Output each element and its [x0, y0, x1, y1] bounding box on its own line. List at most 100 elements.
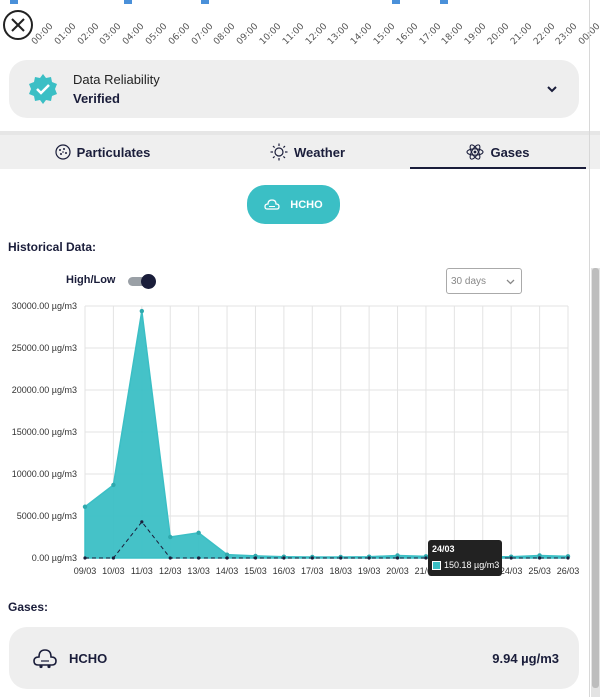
y-tick-label: 25000.00 µg/m3 [12, 343, 77, 353]
x-tick-label: 15/03 [244, 566, 267, 576]
pollutant-pill-hcho[interactable]: HCHO [247, 185, 340, 224]
hour-label: 02:00 [75, 21, 102, 48]
timeline-marker [392, 0, 400, 4]
section-divider [0, 131, 600, 135]
hour-label: 07:00 [189, 21, 216, 48]
sun-icon [270, 143, 288, 161]
hour-label: 23:00 [554, 21, 580, 48]
hour-label: 10:00 [258, 21, 284, 48]
hour-label: 15:00 [372, 21, 398, 48]
data-point-high [196, 530, 201, 535]
hour-label: 00:00 [30, 21, 56, 48]
high-low-toggle[interactable] [128, 274, 156, 289]
close-button[interactable] [3, 10, 33, 40]
gas-cloud-icon [264, 198, 280, 210]
gas-name: HCHO [69, 650, 108, 666]
data-point-high [111, 482, 116, 488]
y-tick-label: 15000.00 µg/m3 [12, 427, 77, 437]
gas-value: 9.94 µg/m3 [492, 650, 559, 666]
hour-label: 22:00 [531, 21, 558, 48]
hour-label: 12:00 [303, 21, 330, 48]
x-tick-label: 17/03 [301, 566, 324, 576]
hour-timeline: 00:00 01:00 02:00 03:00 04:00 05:00 06:00 07:00… [0, 0, 600, 52]
data-point-high [395, 553, 400, 558]
y-tick-label: 20000.00 µg/m3 [12, 385, 77, 395]
hour-label: 03:00 [98, 21, 124, 48]
reliability-value: Verified [73, 91, 120, 106]
hour-label: 04:00 [121, 21, 147, 48]
hour-label: 08:00 [212, 21, 238, 48]
x-tick-label: 10/03 [102, 566, 125, 576]
hour-label: 06:00 [166, 21, 193, 48]
tab-label: Weather [293, 144, 346, 160]
reliability-label: Data Reliability [73, 72, 160, 87]
data-point-high [168, 534, 173, 540]
data-point-low [253, 556, 258, 560]
data-point-low [339, 556, 343, 560]
scrollbar[interactable] [591, 268, 600, 697]
hour-label: 05:00 [144, 21, 170, 48]
y-tick-label: 30000.00 µg/m3 [12, 301, 77, 311]
data-reliability-card[interactable]: Data Reliability Verified [9, 60, 579, 118]
timeline-marker [440, 0, 448, 4]
tab-gases[interactable]: Gases [410, 135, 586, 169]
range-select-value: 30 days [451, 275, 487, 287]
chevron-down-icon[interactable] [545, 82, 559, 96]
data-point-low [225, 556, 229, 560]
particulates-icon [55, 144, 71, 160]
hour-label: 14:00 [349, 21, 375, 48]
x-tick-label: 11/03 [131, 566, 153, 576]
time-range-select[interactable]: 30 days [446, 268, 522, 294]
hour-label: 17:00 [417, 21, 444, 48]
data-point-high [537, 553, 542, 558]
x-tick-label: 13/03 [187, 566, 210, 576]
x-tick-label: 16/03 [273, 566, 296, 576]
historical-data-title: Historical Data: [8, 240, 97, 254]
hour-label: 20:00 [486, 21, 512, 48]
x-tick-label: 09/03 [74, 566, 97, 576]
high-low-label: High/Low [66, 274, 116, 286]
y-tick-label: 5000.00 µg/m3 [17, 511, 77, 521]
x-tick-label: 24/03 [500, 566, 523, 576]
hour-label: 01:00 [52, 21, 79, 48]
tab-particulates[interactable]: Particulates [0, 135, 205, 169]
close-icon [11, 18, 25, 32]
tooltip-date: 24/03 [432, 544, 455, 554]
data-point-low [310, 556, 314, 560]
y-axis: 0.00 µg/m3 5000.00 µg/m3 10000.00 µg/m3 150… [12, 301, 77, 563]
toggle-knob [141, 274, 156, 289]
hour-label: 18:00 [440, 21, 466, 48]
data-point-low [537, 556, 542, 560]
x-axis: 09/03 10/03 11/03 12/03 13/03 14/03 15/03 16/03… [74, 566, 580, 576]
tab-weather[interactable]: Weather [205, 135, 410, 169]
gases-title: Gases: [8, 600, 49, 614]
data-point-high [82, 504, 88, 509]
timeline-marker [10, 0, 18, 4]
scrollbar-thumb[interactable] [592, 268, 599, 688]
pill-label: HCHO [290, 198, 323, 211]
y-tick-label: 0.00 µg/m3 [32, 553, 77, 563]
tab-label: Particulates [76, 144, 151, 160]
hour-label: 19:00 [463, 21, 489, 48]
x-tick-label: 20/03 [386, 566, 409, 576]
timeline-marker [124, 0, 132, 4]
hour-label: 09:00 [235, 21, 261, 48]
tab-bar: Particulates Weather Gases [0, 135, 600, 169]
data-point-low [424, 556, 428, 560]
x-tick-label: 18/03 [329, 566, 352, 576]
timeline-marker [201, 0, 209, 4]
y-tick-label: 10000.00 µg/m3 [12, 469, 77, 479]
verified-badge-icon [29, 74, 57, 104]
data-point-low [83, 556, 87, 560]
gas-item-hcho[interactable]: HCHO 9.94 µg/m3 [9, 627, 579, 689]
tab-label: Gases [490, 144, 530, 160]
data-point-high [139, 308, 145, 314]
data-point-low [395, 556, 400, 560]
x-tick-label: 21/03 [415, 566, 438, 576]
gas-cloud-icon [33, 649, 57, 669]
data-point-low [509, 556, 513, 560]
data-point-low [566, 556, 570, 560]
data-point-low [140, 520, 144, 524]
panel-border [589, 0, 590, 697]
chevron-down-icon [506, 279, 515, 285]
